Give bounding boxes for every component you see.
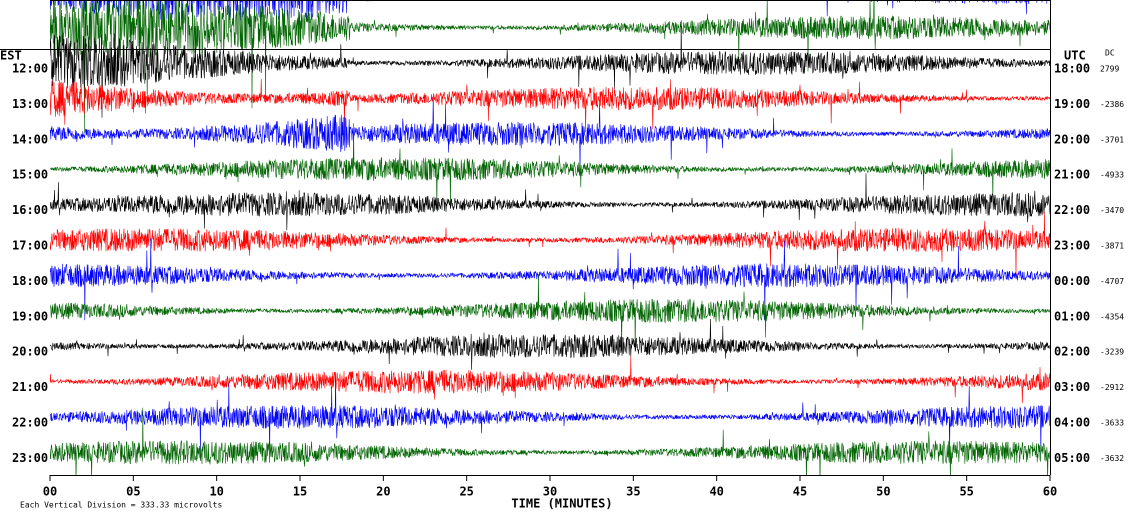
dc-offset: -3701 xyxy=(1100,135,1124,144)
left-axis-label: EST xyxy=(0,49,22,63)
trace xyxy=(50,273,1050,352)
trace xyxy=(50,0,1050,134)
utc-label: 22:00 xyxy=(1054,203,1090,217)
trace xyxy=(50,78,1050,133)
utc-label: 21:00 xyxy=(1054,168,1090,182)
x-tick-label: 15 xyxy=(293,485,307,499)
x-tick-label: 05 xyxy=(126,485,140,499)
footer: Each Vertical Division = 333.33 microvol… xyxy=(20,501,222,510)
trace xyxy=(50,20,1050,118)
trace xyxy=(50,96,1050,177)
trace xyxy=(50,407,1050,475)
utc-label: 01:00 xyxy=(1054,309,1090,323)
dc-offset: -2386 xyxy=(1100,100,1124,109)
trace xyxy=(50,372,1050,463)
est-label: 21:00 xyxy=(12,380,48,394)
utc-label: 23:00 xyxy=(1054,239,1090,253)
est-label: 15:00 xyxy=(12,168,48,182)
utc-label: 00:00 xyxy=(1054,274,1090,288)
x-tick-label: 60 xyxy=(1043,485,1057,499)
est-label: 13:00 xyxy=(12,97,48,111)
x-tick-label: 55 xyxy=(959,485,973,499)
x-tick-label: 35 xyxy=(626,485,640,499)
trace xyxy=(50,123,1050,211)
x-tick-label: 50 xyxy=(876,485,890,499)
trace xyxy=(50,212,1050,279)
trace xyxy=(50,356,1050,404)
est-label: 19:00 xyxy=(12,309,48,323)
trace xyxy=(50,0,1050,21)
x-tick-label: 40 xyxy=(709,485,723,499)
est-label: 18:00 xyxy=(12,274,48,288)
dc-offset: -3632 xyxy=(1100,454,1124,463)
dc-offset: -4933 xyxy=(1100,171,1124,180)
x-tick-label: 00 xyxy=(43,485,57,499)
est-label: 12:00 xyxy=(12,62,48,76)
x-tick-label: 10 xyxy=(209,485,223,499)
utc-label: 18:00 xyxy=(1054,62,1090,76)
est-label: 16:00 xyxy=(12,203,48,217)
x-tick-label: 45 xyxy=(793,485,807,499)
dc-offset: -4354 xyxy=(1100,312,1124,321)
est-label: 22:00 xyxy=(12,416,48,430)
offset-label: DC xyxy=(1105,49,1115,58)
est-label: 23:00 xyxy=(12,451,48,465)
dc-offset: -3470 xyxy=(1100,206,1124,215)
utc-label: 19:00 xyxy=(1054,97,1090,111)
dc-offset: -2912 xyxy=(1100,383,1124,392)
utc-label: 04:00 xyxy=(1054,416,1090,430)
x-axis-label: TIME (MINUTES) xyxy=(511,497,612,511)
est-label: 17:00 xyxy=(12,239,48,253)
est-label: 14:00 xyxy=(12,132,48,146)
trace xyxy=(50,318,1050,370)
utc-label: 20:00 xyxy=(1054,132,1090,146)
est-label: 20:00 xyxy=(12,345,48,359)
utc-label: 03:00 xyxy=(1054,380,1090,394)
right-axis-label: UTC xyxy=(1064,49,1086,63)
utc-label: 05:00 xyxy=(1054,451,1090,465)
trace xyxy=(50,173,1050,231)
dc-offset: -4707 xyxy=(1100,277,1124,286)
utc-label: 02:00 xyxy=(1054,345,1090,359)
dc-offset: 2799 xyxy=(1100,65,1119,74)
dc-offset: -3633 xyxy=(1100,419,1124,428)
x-tick-label: 30 xyxy=(543,485,557,499)
x-tick-label: 20 xyxy=(376,485,390,499)
trace xyxy=(50,238,1050,321)
dc-offset: -3871 xyxy=(1100,242,1124,251)
traces xyxy=(50,0,1050,475)
dc-offset: -3239 xyxy=(1100,348,1124,357)
x-tick-label: 25 xyxy=(459,485,473,499)
